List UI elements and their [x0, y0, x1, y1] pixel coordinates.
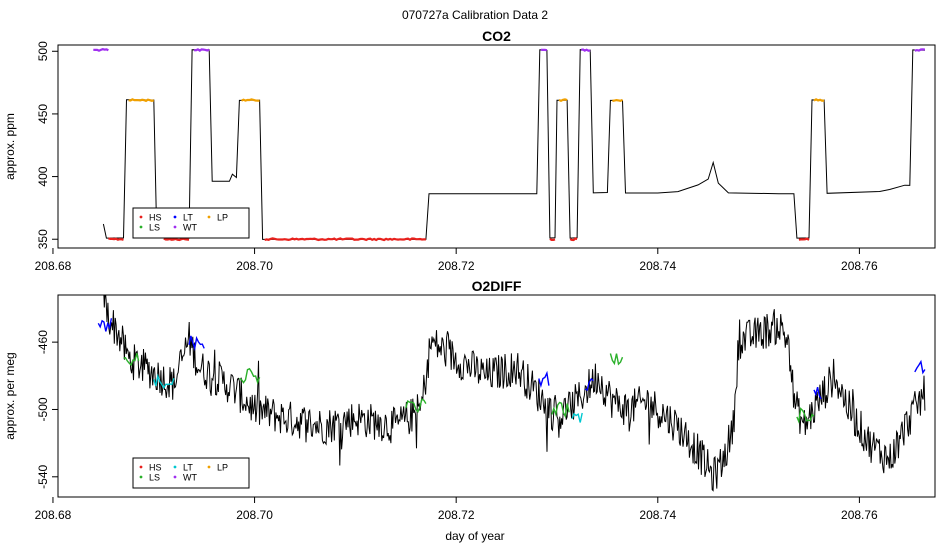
o2diff-legend-marker: [139, 465, 143, 469]
o2diff-highlight-ls: [123, 353, 140, 367]
co2-highlight-lp: [612, 98, 623, 102]
o2diff-highlight-lt: [97, 318, 113, 332]
co2-legend-label: WT: [183, 223, 197, 233]
co2-legend-label: LS: [149, 223, 160, 233]
co2-xtick-label: 208.70: [236, 259, 273, 273]
co2-legend-marker: [173, 215, 177, 219]
o2diff-highlight-wt: [571, 412, 583, 423]
co2-title: CO2: [482, 28, 511, 44]
o2diff-highlight-ls: [796, 407, 815, 425]
co2-legend-label: HS: [149, 213, 162, 223]
o2diff-ytick-label: -460: [36, 330, 50, 354]
o2diff-xtick-label: 208.70: [236, 508, 273, 522]
co2-highlight-hp: [914, 48, 926, 52]
o2diff-legend-box: [132, 457, 250, 489]
co2-xtick-label: 208.76: [841, 259, 878, 273]
co2-plot-frame: [57, 44, 936, 249]
co2-highlight-hp: [193, 48, 210, 53]
co2-legend-label: LT: [183, 213, 193, 223]
co2-highlight-lp: [813, 98, 825, 102]
co2-xtick-label: 208.72: [438, 259, 475, 273]
o2diff-panel: O2DIFF approx. per meg 208.68 208.70 208.72 2…: [3, 278, 936, 522]
o2diff-highlight-ls: [609, 353, 624, 366]
co2-legend: HS LT LP LS WT: [132, 207, 250, 239]
co2-highlight-hp: [93, 48, 109, 52]
o2diff-legend-marker: [173, 475, 177, 479]
co2-highlight-hs: [264, 237, 426, 242]
co2-highlight-hp: [581, 48, 591, 52]
co2-legend-marker: [139, 225, 143, 229]
co2-xtick-label: 208.68: [35, 259, 72, 273]
o2diff-legend-label: LT: [183, 463, 193, 473]
o2diff-xtick-label: 208.74: [639, 508, 676, 522]
o2diff-series-line: [103, 295, 926, 492]
o2diff-highlight-ls: [405, 398, 427, 414]
o2diff-highlight-lt: [914, 359, 926, 375]
o2diff-highlight-ls: [551, 401, 570, 419]
co2-legend-marker: [173, 225, 177, 229]
figure-xlabel: day of year: [445, 529, 504, 543]
co2-highlight-lp: [128, 98, 155, 103]
o2diff-ylabel: approx. per meg: [3, 352, 17, 439]
o2diff-xtick-label: 208.68: [35, 508, 72, 522]
o2diff-legend-marker: [139, 475, 143, 479]
co2-ytick-label: 350: [36, 229, 50, 249]
co2-legend-box: [132, 207, 250, 239]
figure-supertitle: 070727a Calibration Data 2: [402, 8, 548, 22]
o2diff-highlight-lt: [813, 387, 822, 400]
o2diff-ytick-label: -540: [36, 464, 50, 488]
o2diff-xtick-label: 208.76: [841, 508, 878, 522]
co2-legend-marker: [139, 215, 143, 219]
co2-ytick-label: 450: [36, 104, 50, 124]
o2diff-ytick-label: -500: [36, 397, 50, 421]
co2-highlight-hs: [163, 237, 190, 242]
o2diff-xtick-label: 208.72: [438, 508, 475, 522]
o2diff-title: O2DIFF: [472, 278, 522, 294]
co2-ytick-label: 500: [36, 41, 50, 61]
co2-xtick-label: 208.74: [639, 259, 676, 273]
o2diff-legend-label: LS: [149, 473, 160, 483]
co2-series-line: [102, 49, 925, 240]
co2-legend-label: LP: [217, 213, 228, 223]
o2diff-legend-marker: [173, 465, 177, 469]
o2diff-legend: HS LT LP LS WT: [132, 457, 250, 489]
o2diff-legend-label: HS: [149, 463, 162, 473]
co2-highlight-hs: [798, 237, 810, 241]
o2diff-highlight-lt: [188, 335, 205, 352]
co2-highlight-lp: [241, 98, 260, 102]
co2-ytick-label: 400: [36, 166, 50, 186]
co2-highlight-hs: [549, 237, 556, 241]
co2-highlight-hs: [108, 237, 124, 241]
co2-panel: CO2 approx. ppm 208.68 208.70 208.72 208.74 20…: [3, 28, 936, 273]
co2-legend-marker: [207, 215, 211, 219]
o2diff-highlight-lt: [538, 370, 550, 388]
o2diff-highlight-lt: [584, 377, 594, 391]
o2diff-legend-marker: [207, 465, 211, 469]
o2diff-highlight-wt: [153, 373, 175, 390]
co2-highlight-hs: [569, 237, 578, 242]
co2-highlight-lp: [558, 98, 568, 103]
o2diff-legend-label: WT: [183, 473, 197, 483]
co2-ylabel: approx. ppm: [3, 113, 17, 180]
o2diff-legend-label: LP: [217, 463, 228, 473]
o2diff-highlight-ls: [239, 367, 261, 385]
o2diff-plot-frame: [57, 294, 936, 498]
